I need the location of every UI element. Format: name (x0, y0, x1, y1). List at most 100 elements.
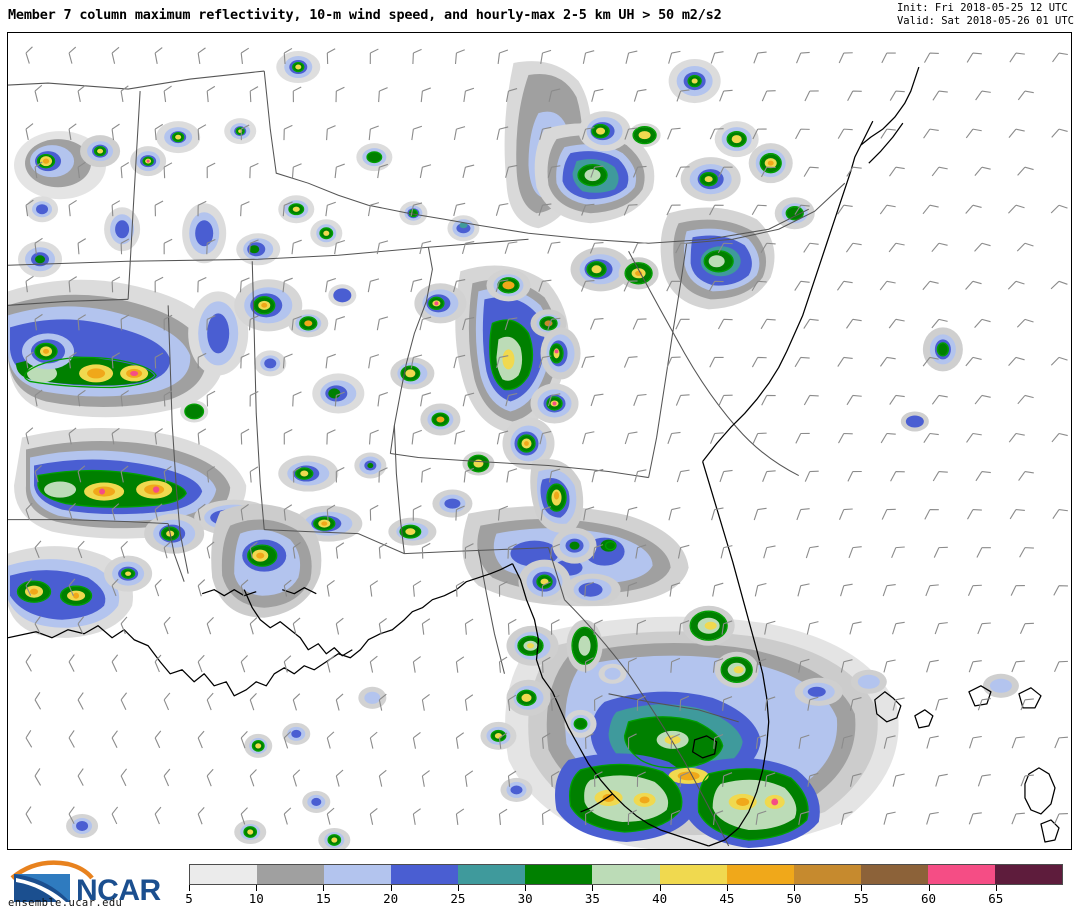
wind-barb (326, 428, 336, 446)
wind-barb (292, 390, 303, 408)
wind-barb (412, 731, 424, 750)
wind-barb (334, 693, 348, 712)
wind-barb (369, 48, 379, 65)
colorbar-tick-label: 45 (719, 891, 735, 906)
wind-barb (1011, 733, 1026, 752)
wind-barb (924, 505, 940, 524)
wind-barb (923, 48, 940, 68)
wind-barb (977, 619, 992, 638)
wind-barb (66, 653, 82, 673)
wind-barb (720, 543, 733, 561)
colorbar-ticks (189, 885, 1063, 891)
wind-barb (206, 162, 216, 179)
wind-barb (761, 391, 777, 410)
wind-barb (163, 238, 173, 255)
wind-barb (1017, 87, 1035, 106)
colorbar-tick (659, 885, 661, 891)
wind-barb (761, 86, 777, 105)
wind-barb (879, 353, 897, 372)
wind-barb (109, 654, 125, 673)
wind-barb (325, 655, 339, 674)
wind-barb (1017, 163, 1035, 182)
wind-barb (926, 657, 940, 676)
colorbar-segment-teal (458, 865, 526, 884)
wind-barb (23, 729, 40, 748)
colorbar-tick-label: 35 (584, 891, 600, 906)
wind-barb (335, 86, 345, 103)
wind-barb (803, 391, 820, 410)
wind-barb (154, 276, 164, 293)
wind-barb (633, 86, 647, 105)
wind-barb (154, 200, 164, 217)
wind-barb (804, 86, 820, 106)
wind-barb (623, 353, 639, 372)
wind-barb (965, 125, 983, 144)
colorbar-tick (592, 885, 594, 891)
wind-barb (369, 580, 381, 598)
wind-barb (239, 654, 253, 673)
wind-barb (291, 693, 305, 711)
wind-barb (922, 201, 940, 220)
wind-barb (931, 391, 949, 410)
colorbar-segment-dark-maroon (994, 865, 1063, 884)
wind-barb (504, 238, 518, 257)
wind-barb (837, 429, 854, 448)
wind-barb (968, 733, 983, 752)
wind-barb (453, 124, 466, 142)
wind-barb (412, 580, 423, 598)
wind-barb (506, 467, 518, 485)
colorbar-tick (861, 885, 863, 891)
wind-barb (803, 315, 820, 334)
wind-barb (1016, 315, 1035, 334)
wind-barb (719, 86, 734, 105)
wind-barb (334, 617, 347, 636)
wind-barb (880, 429, 897, 448)
wind-barb (1050, 277, 1068, 296)
wind-barb (922, 277, 940, 296)
wind-barb (806, 619, 820, 637)
wind-barb (891, 619, 906, 638)
wind-barb (326, 124, 337, 142)
wind-barb (461, 238, 475, 257)
colorbar-tick-label: 25 (450, 891, 466, 906)
wind-barb (589, 315, 605, 334)
wind-barb (1051, 49, 1069, 68)
wind-barb (838, 505, 854, 524)
colorbar-segment-orange (726, 865, 794, 884)
wind-barb (1007, 201, 1026, 220)
wind-barb (675, 391, 691, 410)
wind-barb (974, 391, 992, 410)
wind-barb (590, 391, 604, 409)
wind-barb (965, 353, 983, 372)
map-panel (7, 32, 1072, 850)
wind-barb (839, 581, 854, 600)
wind-barb (368, 807, 381, 826)
wind-barb (240, 428, 251, 446)
colorbar-tick-label: 5 (185, 891, 193, 906)
wind-barb (368, 352, 380, 371)
wind-barb (32, 691, 49, 710)
wind-barb (581, 353, 595, 372)
wind-barb (888, 315, 906, 334)
wind-barb (248, 692, 262, 711)
wind-barb (968, 809, 983, 828)
colorbar-tick-label: 60 (921, 891, 937, 906)
wind-barb (249, 466, 260, 484)
wind-barb (926, 733, 940, 752)
wind-barb (923, 125, 940, 144)
wind-barb (196, 806, 211, 825)
wind-barb (419, 162, 432, 181)
wind-barb (977, 771, 992, 790)
wind-barb (411, 428, 423, 446)
wind-barb (162, 616, 177, 635)
colorbar-tick (928, 885, 930, 891)
wind-barb (369, 504, 380, 522)
wind-barb (888, 239, 906, 258)
wind-barb (23, 805, 39, 825)
wind-barb (334, 769, 348, 788)
wind-barb (932, 87, 949, 106)
wind-barb (709, 353, 725, 372)
wind-barb (1007, 277, 1026, 296)
header: Member 7 column maximum reflectivity, 10… (0, 0, 1080, 32)
wind-barb (334, 314, 346, 332)
